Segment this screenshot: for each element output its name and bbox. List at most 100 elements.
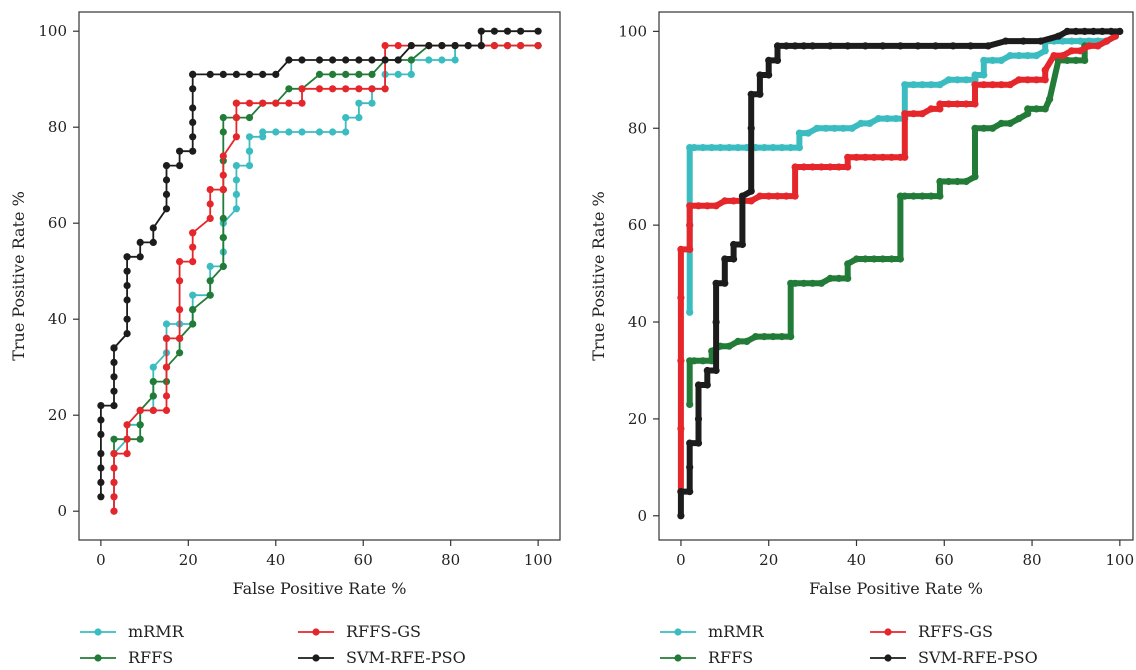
data-point-SVM-RFE-PSO	[189, 104, 197, 112]
data-point-mRMR	[839, 124, 847, 132]
data-point-RFFS-GS	[962, 100, 970, 108]
data-point-SVM-RFE-PSO	[123, 296, 131, 304]
data-point-mRMR	[848, 124, 856, 132]
x-tick-label: 0	[96, 551, 106, 569]
legend-item-SVM-RFE-PSO: SVM-RFE-PSO	[870, 648, 1038, 667]
data-point-RFFS	[1081, 56, 1089, 64]
data-point-mRMR	[927, 81, 935, 89]
data-point-mRMR	[451, 56, 459, 64]
data-point-RFFS-GS	[394, 42, 402, 50]
data-point-RFFS-GS	[927, 105, 935, 113]
data-point-mRMR	[315, 128, 324, 136]
data-point-RFFS-GS	[879, 153, 887, 161]
data-point-RFFS	[176, 349, 184, 357]
data-point-RFFS	[1046, 95, 1054, 103]
data-point-mRMR	[708, 144, 716, 152]
data-point-RFFS-GS	[162, 334, 171, 342]
data-point-RFFS	[888, 255, 896, 263]
data-point-RFFS-GS	[176, 258, 184, 266]
data-point-SVM-RFE-PSO	[97, 450, 105, 458]
y-tick-label: 80	[628, 119, 647, 137]
data-point-SVM-RFE-PSO	[694, 381, 703, 389]
data-point-mRMR	[425, 56, 433, 64]
data-point-SVM-RFE-PSO	[677, 512, 685, 520]
data-point-SVM-RFE-PSO	[712, 279, 720, 287]
legend-label: RFFS	[708, 648, 753, 667]
data-point-mRMR	[1059, 37, 1067, 45]
data-point-SVM-RFE-PSO	[407, 42, 415, 50]
data-point-mRMR	[355, 99, 363, 107]
data-point-SVM-RFE-PSO	[189, 147, 197, 155]
data-point-RFFS	[1032, 105, 1040, 113]
data-point-RFFS-GS	[232, 114, 240, 122]
data-point-mRMR	[962, 76, 970, 84]
data-point-RFFS	[870, 255, 878, 263]
data-point-RFFS-GS	[686, 202, 694, 210]
data-point-mRMR	[945, 76, 953, 84]
data-point-RFFS-GS	[1006, 81, 1014, 89]
data-point-SVM-RFE-PSO	[189, 133, 197, 141]
data-point-RFFS-GS	[791, 163, 799, 171]
data-point-SVM-RFE-PSO	[773, 42, 782, 50]
data-point-SVM-RFE-PSO	[517, 27, 525, 35]
data-point-RFFS-GS	[730, 197, 738, 205]
data-point-RFFS-GS	[910, 110, 918, 118]
x-tick-label: 0	[676, 551, 686, 569]
data-point-mRMR	[901, 81, 909, 89]
data-point-mRMR	[149, 363, 157, 371]
x-tick-label: 20	[179, 551, 198, 569]
data-point-mRMR	[1032, 52, 1040, 60]
data-point-mRMR	[795, 129, 804, 137]
data-point-RFFS-GS	[176, 277, 184, 285]
data-point-SVM-RFE-PSO	[110, 344, 118, 352]
x-tick-label: 60	[935, 551, 954, 569]
data-point-SVM-RFE-PSO	[438, 42, 446, 50]
y-tick-label: 0	[637, 507, 647, 525]
data-point-RFFS-GS	[901, 110, 909, 118]
data-point-RFFS	[936, 192, 944, 200]
data-point-SVM-RFE-PSO	[110, 387, 118, 395]
data-point-RFFS-GS	[945, 100, 953, 108]
data-point-mRMR	[716, 144, 725, 152]
data-point-SVM-RFE-PSO	[967, 42, 975, 50]
data-point-SVM-RFE-PSO	[477, 42, 485, 50]
roc-chart-1: 0 20 40 60 80 100 0 20 40 60 80 100 False Positive R…	[9, 11, 561, 667]
data-point-SVM-RFE-PSO	[123, 267, 131, 275]
data-point-SVM-RFE-PSO	[285, 56, 293, 64]
data-point-RFFS	[1006, 119, 1014, 127]
data-point-RFFS	[787, 333, 795, 341]
data-point-SVM-RFE-PSO	[381, 56, 389, 64]
data-point-RFFS	[407, 56, 415, 64]
data-point-RFFS-GS	[110, 450, 118, 458]
legend-label: RFFS-GS	[918, 622, 993, 641]
data-point-RFFS	[844, 274, 852, 282]
data-point-RFFS	[896, 255, 905, 263]
data-point-SVM-RFE-PSO	[738, 240, 747, 249]
data-point-SVM-RFE-PSO	[931, 42, 940, 50]
data-point-mRMR	[245, 147, 254, 155]
data-point-RFFS-GS	[773, 192, 782, 200]
data-point-RFFS-GS	[206, 200, 214, 208]
data-point-mRMR	[795, 144, 804, 152]
series-RFFS-GS	[110, 42, 542, 515]
data-point-RFFS-GS	[989, 81, 997, 89]
data-point-SVM-RFE-PSO	[464, 42, 472, 50]
legend-swatch-marker	[94, 654, 102, 662]
data-point-RFFS-GS	[971, 100, 979, 108]
data-point-RFFS	[110, 435, 118, 443]
data-point-SVM-RFE-PSO	[1081, 27, 1089, 35]
data-point-mRMR	[971, 71, 979, 79]
data-point-RFFS	[315, 70, 324, 78]
data-point-RFFS-GS	[206, 214, 214, 222]
data-point-SVM-RFE-PSO	[355, 56, 363, 64]
legend-swatch-marker	[312, 628, 320, 636]
data-point-SVM-RFE-PSO	[791, 42, 799, 50]
legend-label: RFFS-GS	[346, 622, 421, 641]
data-point-SVM-RFE-PSO	[712, 318, 720, 326]
data-point-RFFS-GS	[747, 197, 755, 205]
data-point-mRMR	[699, 144, 707, 152]
data-point-RFFS-GS	[677, 294, 685, 302]
data-point-mRMR	[162, 320, 171, 328]
series-line-SVM-RFE-PSO	[100, 30, 539, 498]
data-point-RFFS	[699, 357, 707, 365]
